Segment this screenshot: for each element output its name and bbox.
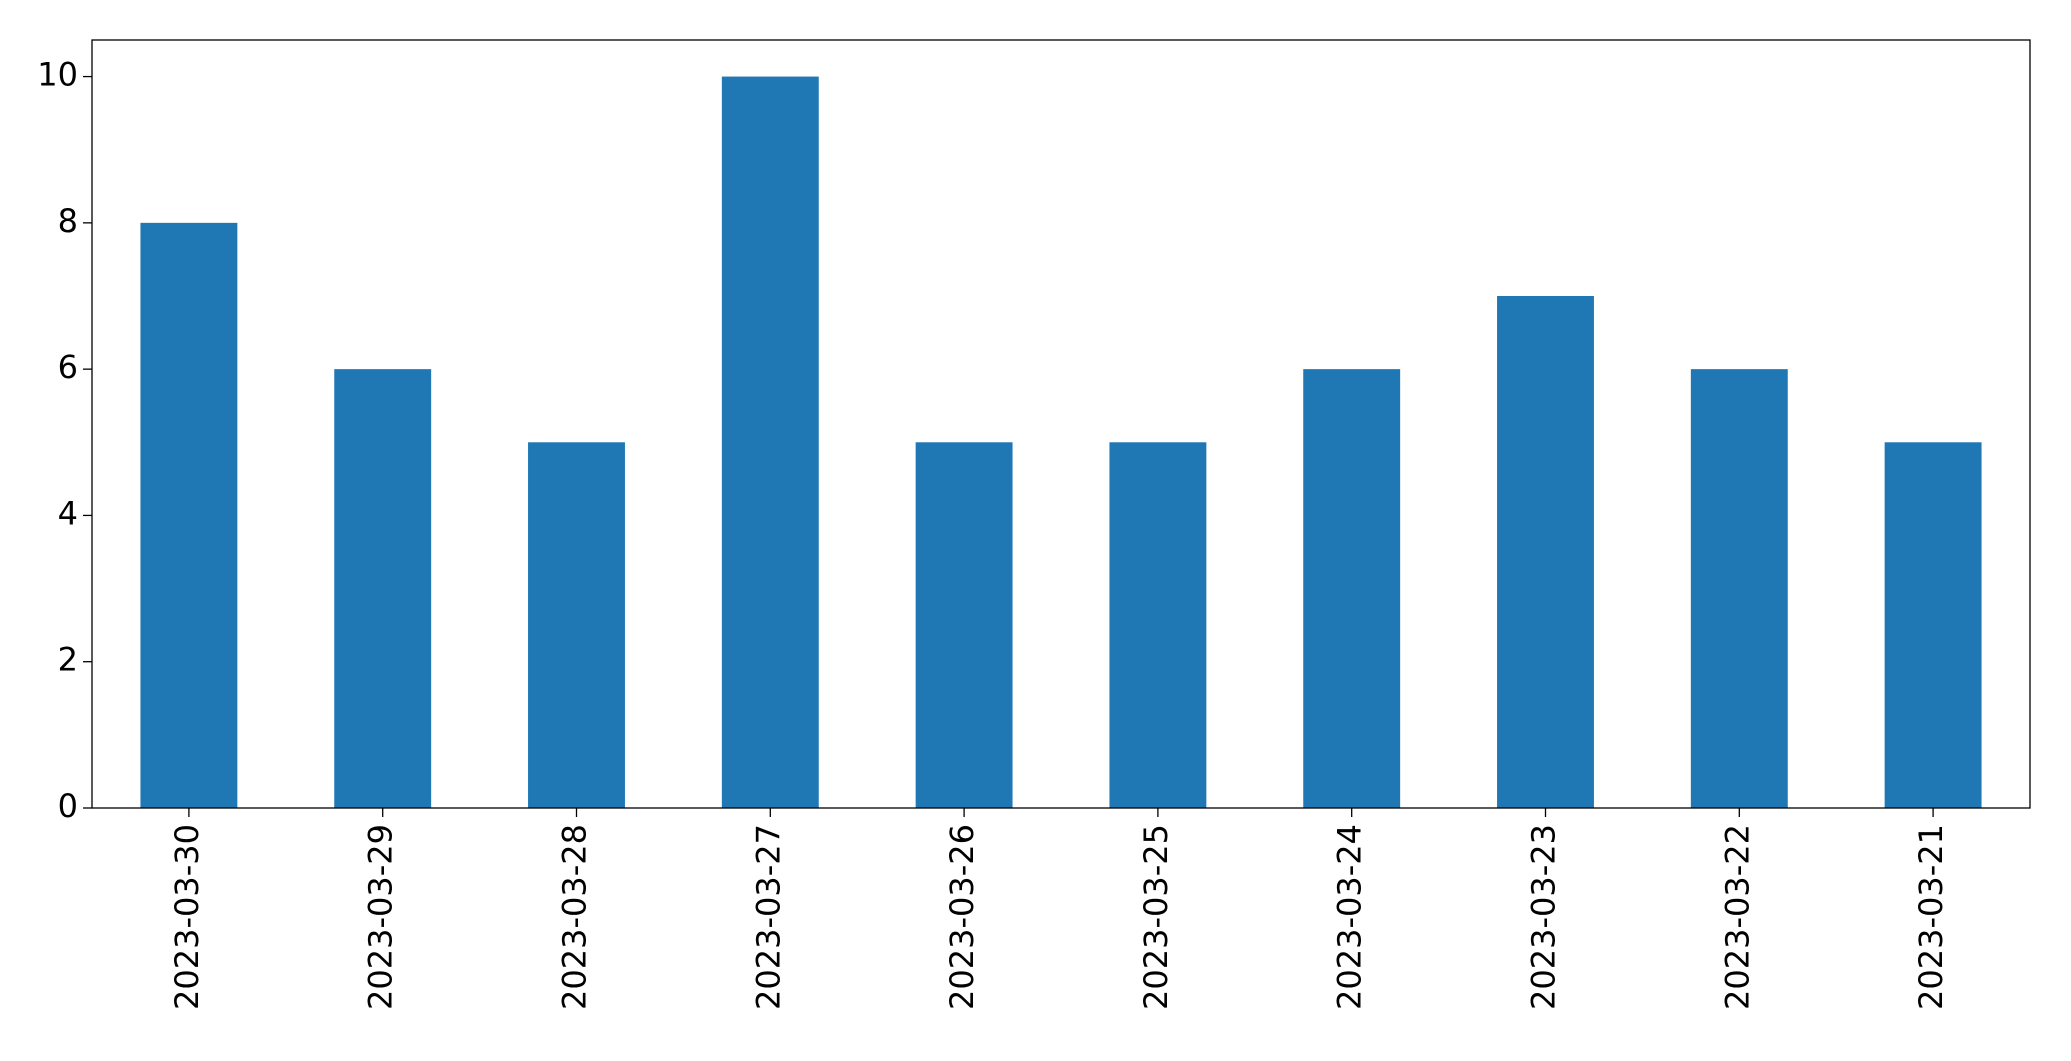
bar bbox=[1497, 296, 1594, 808]
y-tick-label: 8 bbox=[58, 202, 78, 240]
x-tick-label: 2023-03-27 bbox=[749, 824, 787, 1010]
bar bbox=[1303, 369, 1401, 808]
y-tick-label: 6 bbox=[58, 348, 78, 386]
bar bbox=[1884, 442, 1982, 808]
x-tick-label: 2023-03-30 bbox=[168, 824, 206, 1010]
bar bbox=[721, 76, 819, 809]
y-tick-label: 4 bbox=[58, 494, 78, 532]
x-tick-label: 2023-03-25 bbox=[1137, 824, 1175, 1010]
bar bbox=[334, 369, 432, 808]
x-tick-label: 2023-03-28 bbox=[556, 824, 594, 1010]
x-tick-label: 2023-03-22 bbox=[1718, 824, 1756, 1010]
bar bbox=[1109, 442, 1207, 808]
x-tick-label: 2023-03-26 bbox=[943, 824, 981, 1010]
y-tick-label: 10 bbox=[37, 56, 78, 94]
y-tick-label: 0 bbox=[58, 787, 78, 825]
x-tick-label: 2023-03-24 bbox=[1331, 824, 1369, 1010]
y-tick-label: 2 bbox=[58, 641, 78, 679]
bar bbox=[1690, 369, 1788, 808]
bar bbox=[140, 222, 238, 808]
plot-frame bbox=[91, 39, 2031, 809]
bar bbox=[528, 442, 625, 808]
x-tick-label: 2023-03-29 bbox=[362, 824, 400, 1010]
x-tick-label: 2023-03-21 bbox=[1912, 824, 1950, 1010]
bar bbox=[915, 442, 1013, 808]
x-tick-label: 2023-03-23 bbox=[1525, 824, 1563, 1010]
